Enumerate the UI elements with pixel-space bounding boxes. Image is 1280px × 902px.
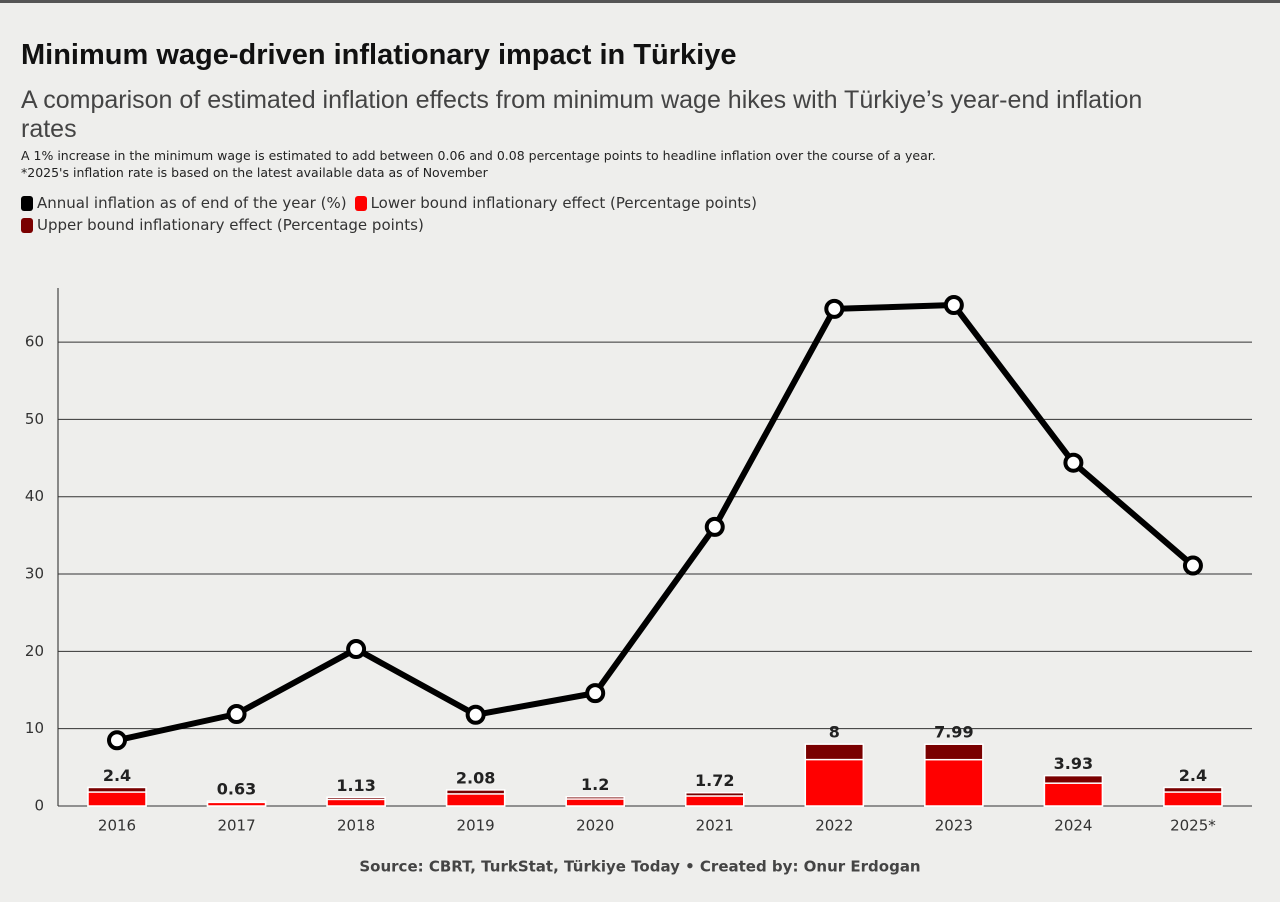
- x-tick-label: 2018: [337, 817, 375, 835]
- bar: [87, 791, 147, 807]
- x-tick-label: 2025*: [1170, 817, 1216, 835]
- point: [704, 516, 725, 537]
- x-tick-label: 2021: [696, 817, 734, 835]
- bar: [445, 793, 506, 807]
- bar: [326, 798, 386, 807]
- chart-subtitle: A comparison of estimated inflation effe…: [21, 86, 1143, 143]
- point: [824, 298, 845, 319]
- x-tick-label: 2023: [935, 817, 973, 835]
- note: A 1% increase in the minimum wage is est…: [21, 148, 936, 163]
- legend-label: Upper bound inflationary effect (Percent…: [37, 216, 424, 234]
- bar: [1043, 782, 1104, 807]
- header: Minimum wage-driven inflationary impact …: [21, 39, 1221, 234]
- y-tick-label: 50: [25, 410, 44, 428]
- x-tick-label: 2022: [815, 817, 853, 835]
- x-tick-label: 2017: [217, 817, 255, 835]
- x-tick-label: 2020: [576, 817, 614, 835]
- x-tick-label: 2016: [98, 817, 136, 835]
- legend-label: Annual inflation as of end of the year (…: [37, 194, 347, 212]
- value-label: 1.13: [336, 776, 375, 795]
- value-label: 3.93: [1054, 754, 1093, 773]
- value-label: 1.2: [581, 775, 609, 794]
- bar-series: [87, 758, 1223, 807]
- legend-swatch: [21, 195, 33, 211]
- value-label: 1.72: [695, 771, 734, 790]
- chart: 0 10 20 30 40 50 60 2016 2017 2018 2019 2020 2021 202…: [25, 288, 1252, 876]
- y-tick-label: 30: [25, 565, 44, 583]
- legend-item: Annual inflation as of end of the year (…: [21, 194, 347, 212]
- point: [585, 683, 606, 704]
- point: [465, 704, 486, 725]
- notes: A 1% increase in the minimum wage is est…: [21, 148, 1221, 180]
- point: [943, 295, 964, 316]
- y-tick-label: 40: [25, 487, 44, 505]
- y-tick-label: 60: [25, 333, 44, 351]
- x-tick-label: 2024: [1054, 817, 1092, 835]
- legend-label: Lower bound inflationary effect (Percent…: [370, 194, 757, 212]
- point: [346, 639, 367, 660]
- point: [226, 703, 247, 724]
- legend-swatch: [21, 217, 33, 233]
- legend-item: Lower bound inflationary effect (Percent…: [354, 194, 757, 212]
- value-label: 2.08: [456, 768, 495, 787]
- legend-swatch: [354, 195, 367, 211]
- legend: Annual inflation as of end of the year (…: [21, 194, 861, 234]
- legend-item: Upper bound inflationary effect (Percent…: [21, 216, 424, 234]
- note: *2025's inflation rate is based on the l…: [21, 165, 488, 180]
- x-tick-label: 2019: [457, 817, 495, 835]
- bar: [685, 795, 745, 807]
- value-label: 7.99: [934, 723, 973, 742]
- value-label: 0.63: [217, 780, 256, 799]
- y-tick-label: 0: [34, 797, 44, 815]
- point: [107, 730, 127, 751]
- bar: [565, 798, 625, 807]
- source: Source: CBRT, TurkStat, Türkiye Today • …: [359, 858, 920, 876]
- y-tick-label: 10: [25, 719, 44, 737]
- bar: [206, 801, 267, 807]
- value-label: 8: [829, 723, 840, 742]
- point: [1063, 452, 1084, 473]
- bar: [804, 758, 865, 807]
- line: [116, 302, 1195, 744]
- value-label: 2.4: [1179, 766, 1207, 785]
- y-tick-label: 20: [25, 642, 44, 660]
- bar: [924, 758, 984, 807]
- value-label: 2.4: [103, 766, 131, 785]
- point: [1182, 555, 1203, 576]
- chart-title: Minimum wage-driven inflationary impact …: [21, 39, 737, 71]
- bar: [1163, 791, 1223, 807]
